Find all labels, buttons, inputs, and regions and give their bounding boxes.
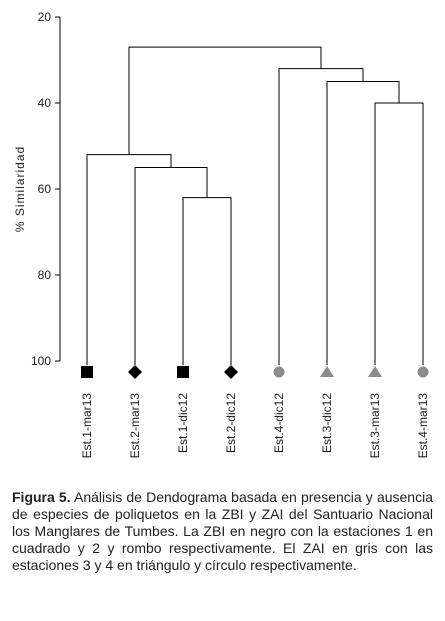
dendrogram-link (86, 154, 172, 365)
leaf-label: Est.3-mar13 (368, 393, 382, 459)
leaf-label: Est.4-mar13 (416, 393, 430, 459)
caption-text: Análisis de Dendograma basada en presenc… (12, 489, 433, 573)
leaf-marker (273, 366, 285, 378)
leaf-label: Est.2-mar13 (128, 393, 142, 459)
leaf-marker (224, 365, 238, 379)
leaf-label: Est.1-dic12 (176, 393, 190, 453)
dendrogram-link (182, 197, 232, 365)
leaf-label: Est.3-dic12 (320, 393, 334, 453)
y-tick-label: 20 (38, 10, 52, 24)
leaf-marker (417, 366, 429, 378)
leaf-marker (81, 366, 93, 378)
y-tick-label: 100 (31, 354, 51, 368)
leaf-marker (177, 366, 189, 378)
leaf-label: Est.4-dic12 (272, 393, 286, 453)
leaf-label: Est.1-mar13 (80, 393, 94, 459)
y-tick-label: 40 (38, 96, 52, 110)
y-axis-label: % Similaridad (13, 146, 27, 232)
leaf-marker (368, 366, 382, 377)
dendrogram-link (326, 81, 400, 365)
leaf-label: Est.2-dic12 (224, 393, 238, 453)
caption-label: Figura 5. (12, 489, 71, 505)
dendrogram-link (128, 46, 322, 155)
dendrogram-link (278, 68, 364, 365)
y-tick-label: 60 (38, 182, 52, 196)
leaf-marker (128, 365, 142, 379)
y-tick-label: 80 (38, 268, 52, 282)
chart: % Similaridad 20 40 60 80 100 Est.1-mar13 Est.… (13, 10, 430, 459)
leaf-marker (320, 366, 334, 377)
dendrogram-link (374, 102, 424, 365)
caption: Figura 5. Análisis de Dendograma basada … (12, 489, 433, 574)
